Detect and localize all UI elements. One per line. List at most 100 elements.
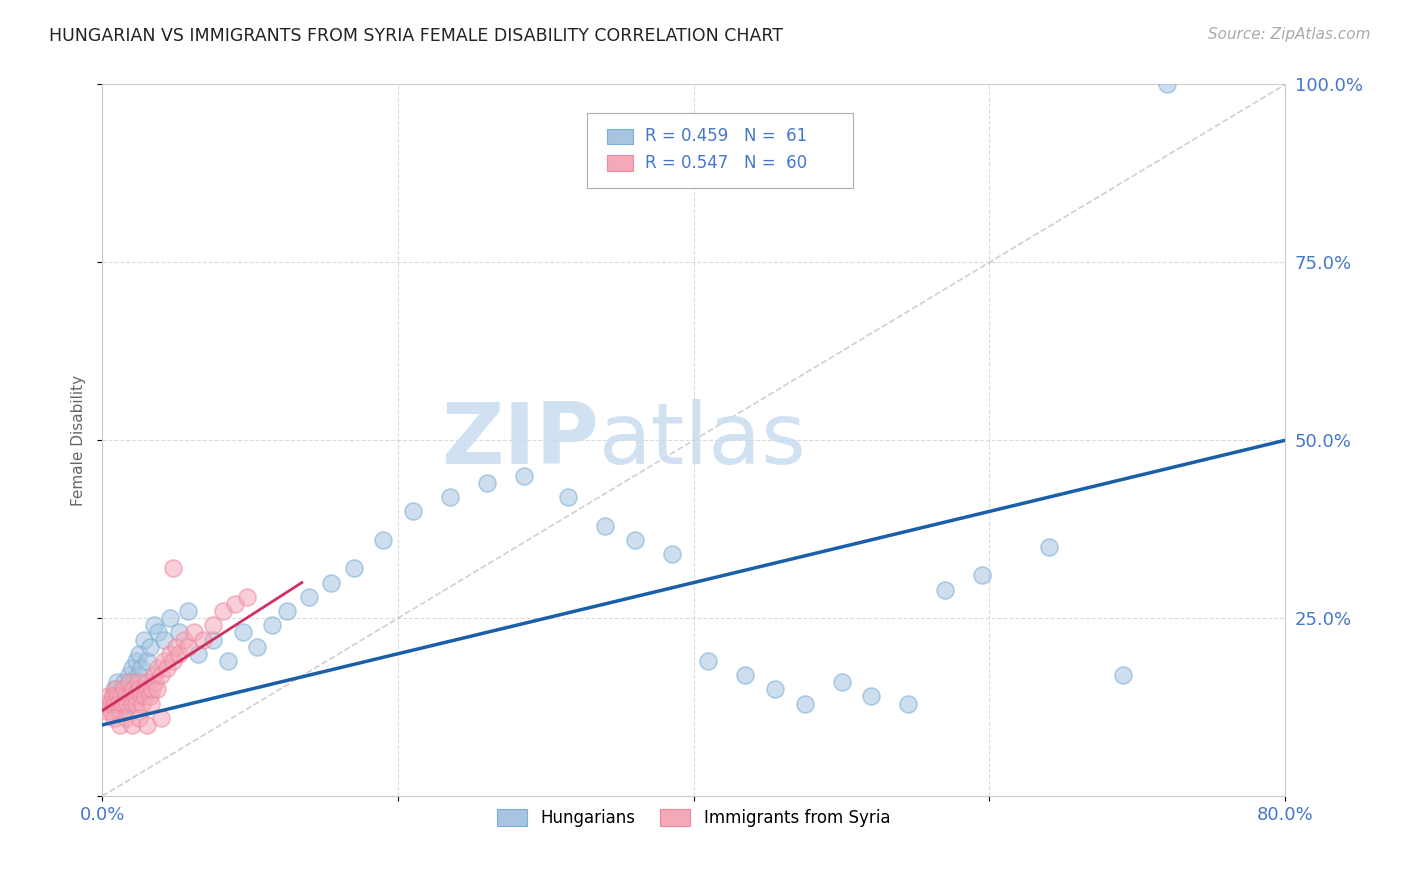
- Point: [146, 682, 169, 697]
- Point: [439, 490, 461, 504]
- Point: [145, 675, 167, 690]
- Point: [150, 668, 173, 682]
- Point: [105, 690, 128, 704]
- Point: [139, 697, 162, 711]
- Point: [402, 504, 425, 518]
- Point: [98, 697, 121, 711]
- Point: [128, 682, 150, 697]
- Point: [970, 568, 993, 582]
- Point: [121, 661, 143, 675]
- Point: [120, 690, 142, 704]
- Point: [165, 640, 187, 654]
- FancyBboxPatch shape: [588, 113, 853, 187]
- Point: [112, 675, 135, 690]
- Text: Source: ZipAtlas.com: Source: ZipAtlas.com: [1208, 27, 1371, 42]
- Point: [177, 640, 200, 654]
- Point: [105, 675, 128, 690]
- Point: [125, 654, 148, 668]
- Point: [793, 697, 815, 711]
- Legend: Hungarians, Immigrants from Syria: Hungarians, Immigrants from Syria: [491, 803, 897, 834]
- Point: [129, 661, 152, 675]
- Point: [127, 675, 149, 690]
- Point: [321, 575, 343, 590]
- Point: [103, 697, 125, 711]
- Point: [115, 690, 138, 704]
- Point: [112, 682, 135, 697]
- Point: [121, 718, 143, 732]
- Point: [276, 604, 298, 618]
- Point: [138, 690, 160, 704]
- Point: [115, 690, 138, 704]
- Point: [593, 518, 616, 533]
- Point: [110, 682, 132, 697]
- Point: [177, 604, 200, 618]
- Point: [143, 668, 166, 682]
- Point: [103, 682, 125, 697]
- Point: [298, 590, 321, 604]
- Point: [101, 690, 124, 704]
- Point: [117, 697, 139, 711]
- Text: atlas: atlas: [599, 399, 807, 482]
- Text: R = 0.459   N =  61: R = 0.459 N = 61: [645, 128, 807, 145]
- Point: [115, 711, 138, 725]
- Point: [860, 690, 883, 704]
- Point: [128, 647, 150, 661]
- Point: [512, 468, 534, 483]
- Point: [108, 718, 131, 732]
- Point: [831, 675, 853, 690]
- Point: [138, 640, 160, 654]
- FancyBboxPatch shape: [607, 155, 633, 170]
- Point: [124, 690, 146, 704]
- Point: [167, 647, 190, 661]
- Point: [162, 561, 184, 575]
- Point: [697, 654, 720, 668]
- Point: [134, 690, 156, 704]
- Point: [159, 647, 181, 661]
- Point: [98, 697, 121, 711]
- Point: [118, 668, 141, 682]
- Point: [111, 704, 134, 718]
- Point: [148, 661, 170, 675]
- Point: [108, 704, 131, 718]
- Point: [153, 632, 176, 647]
- Point: [122, 675, 145, 690]
- Point: [212, 604, 235, 618]
- Point: [135, 718, 157, 732]
- Point: [236, 590, 259, 604]
- Point: [156, 661, 179, 675]
- Point: [342, 561, 364, 575]
- Point: [125, 697, 148, 711]
- Point: [101, 690, 124, 704]
- Point: [110, 690, 132, 704]
- Point: [246, 640, 269, 654]
- Point: [475, 475, 498, 490]
- Point: [108, 697, 131, 711]
- Point: [1038, 540, 1060, 554]
- Point: [121, 697, 143, 711]
- Point: [132, 632, 155, 647]
- Point: [97, 690, 120, 704]
- Point: [135, 654, 157, 668]
- Point: [734, 668, 756, 682]
- Point: [111, 697, 134, 711]
- Point: [187, 647, 209, 661]
- Point: [224, 597, 246, 611]
- Y-axis label: Female Disability: Female Disability: [72, 375, 86, 506]
- Point: [167, 625, 190, 640]
- Point: [117, 697, 139, 711]
- Point: [373, 533, 395, 547]
- Text: ZIP: ZIP: [441, 399, 599, 482]
- Point: [132, 682, 155, 697]
- Point: [135, 675, 157, 690]
- Point: [141, 682, 163, 697]
- Point: [897, 697, 920, 711]
- Point: [143, 618, 166, 632]
- Point: [148, 625, 170, 640]
- Point: [159, 611, 181, 625]
- FancyBboxPatch shape: [607, 128, 633, 145]
- Point: [1111, 668, 1133, 682]
- Point: [96, 704, 118, 718]
- Point: [128, 711, 150, 725]
- Point: [100, 704, 122, 718]
- Point: [623, 533, 645, 547]
